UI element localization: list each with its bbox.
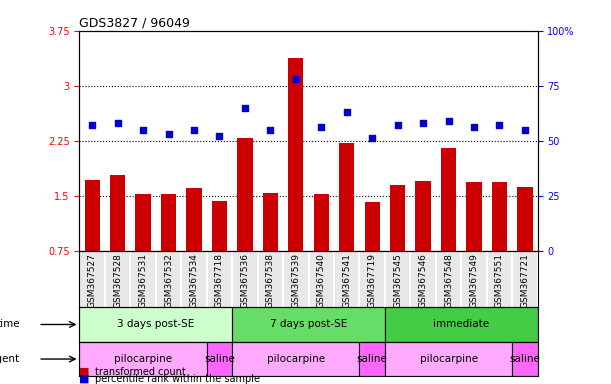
Point [291, 76, 301, 82]
Point [367, 136, 377, 142]
FancyBboxPatch shape [232, 307, 385, 342]
Point [164, 131, 174, 137]
Text: 3 days post-SE: 3 days post-SE [117, 319, 194, 329]
Text: saline: saline [357, 354, 387, 364]
Text: ■: ■ [79, 374, 90, 384]
Text: saline: saline [204, 354, 235, 364]
Text: agent: agent [0, 354, 20, 364]
Text: GSM367545: GSM367545 [393, 253, 402, 308]
Bar [110, 175, 125, 306]
Bar [263, 194, 278, 306]
Text: GSM367528: GSM367528 [113, 253, 122, 308]
Text: GSM367531: GSM367531 [139, 253, 148, 308]
Text: GSM367527: GSM367527 [87, 253, 97, 308]
Text: time: time [0, 319, 20, 329]
Point [138, 127, 148, 133]
Text: GSM367539: GSM367539 [291, 253, 301, 308]
Point [240, 104, 250, 111]
FancyBboxPatch shape [359, 342, 385, 376]
FancyBboxPatch shape [385, 342, 512, 376]
Point [214, 133, 224, 139]
Text: pilocarpine: pilocarpine [420, 354, 478, 364]
FancyBboxPatch shape [512, 342, 538, 376]
Bar [237, 139, 252, 306]
Text: percentile rank within the sample: percentile rank within the sample [95, 374, 260, 384]
Text: ■: ■ [79, 367, 90, 377]
Text: immediate: immediate [433, 319, 489, 329]
Text: GSM367721: GSM367721 [521, 253, 530, 308]
Text: GSM367534: GSM367534 [189, 253, 199, 308]
Bar [313, 194, 329, 306]
Point [316, 124, 326, 131]
Point [393, 122, 403, 128]
Point [265, 127, 275, 133]
Text: GDS3827 / 96049: GDS3827 / 96049 [79, 17, 190, 30]
Bar [466, 182, 481, 306]
FancyBboxPatch shape [232, 342, 359, 376]
Bar [288, 58, 304, 306]
Point [418, 120, 428, 126]
Bar [518, 187, 533, 306]
Point [189, 127, 199, 133]
Point [87, 122, 97, 128]
Text: GSM367551: GSM367551 [495, 253, 504, 308]
Point [520, 127, 530, 133]
Bar [84, 180, 100, 306]
Point [444, 118, 453, 124]
Text: GSM367548: GSM367548 [444, 253, 453, 308]
Bar [161, 194, 176, 306]
Bar [390, 185, 405, 306]
Bar [441, 148, 456, 306]
Text: 7 days post-SE: 7 days post-SE [270, 319, 347, 329]
Bar [365, 202, 380, 306]
Point [112, 120, 122, 126]
Text: pilocarpine: pilocarpine [114, 354, 172, 364]
Bar [415, 181, 431, 306]
Bar [136, 194, 151, 306]
Text: GSM367538: GSM367538 [266, 253, 275, 308]
Text: GSM367546: GSM367546 [419, 253, 428, 308]
FancyBboxPatch shape [79, 307, 232, 342]
Text: GSM367718: GSM367718 [215, 253, 224, 308]
Text: transformed count: transformed count [95, 367, 186, 377]
Text: GSM367541: GSM367541 [342, 253, 351, 308]
FancyBboxPatch shape [385, 307, 538, 342]
FancyBboxPatch shape [207, 342, 232, 376]
Point [469, 124, 479, 131]
Bar [186, 188, 202, 306]
FancyBboxPatch shape [79, 342, 207, 376]
Text: GSM367536: GSM367536 [240, 253, 249, 308]
Point [495, 122, 505, 128]
Bar [492, 182, 507, 306]
Bar [339, 143, 354, 306]
Point [342, 109, 351, 115]
Text: pilocarpine: pilocarpine [267, 354, 325, 364]
Text: saline: saline [510, 354, 540, 364]
Text: GSM367719: GSM367719 [368, 253, 377, 308]
Text: GSM367549: GSM367549 [469, 253, 478, 308]
Bar [212, 201, 227, 306]
Text: GSM367532: GSM367532 [164, 253, 173, 308]
Text: GSM367540: GSM367540 [316, 253, 326, 308]
